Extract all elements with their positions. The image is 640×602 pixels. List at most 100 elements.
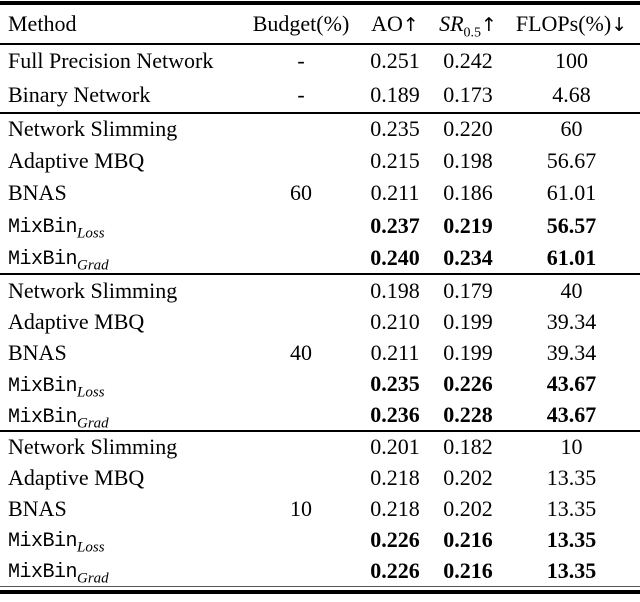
flops-cell: 39.34 — [546, 308, 597, 334]
section-budget-40: Network Slimming 0.198 0.179 40 Adaptive… — [0, 274, 640, 432]
sr-label: SR — [439, 10, 464, 36]
section-reference-networks: Full Precision Network - 0.251 0.242 100… — [0, 44, 640, 113]
sr-cell: 0.199 — [443, 308, 493, 334]
method-cell: Adaptive MBQ — [0, 462, 245, 493]
table-row: BNAS 60 0.211 0.186 61.01 — [0, 177, 640, 209]
flops-cell: 13.35 — [546, 495, 597, 521]
table-row: Adaptive MBQ 0.210 0.199 39.34 — [0, 306, 640, 337]
table-row: Adaptive MBQ 0.215 0.198 56.67 — [0, 145, 640, 177]
sr-cell: 0.220 — [443, 116, 493, 142]
budget-cell: 40 — [290, 339, 312, 365]
table-row: Network Slimming 0.201 0.182 10 — [0, 431, 640, 462]
method-name: MixBin — [8, 405, 78, 429]
budget-cell: - — [297, 48, 305, 74]
method-name: Binary Network — [8, 81, 151, 107]
method-name: BNAS — [8, 180, 67, 206]
flops-cell: 39.34 — [546, 339, 597, 365]
budget-cell — [245, 462, 357, 493]
method-name: MixBin — [8, 248, 78, 272]
ao-cell: 0.226 — [370, 526, 420, 552]
ao-cell: 0.211 — [370, 339, 420, 365]
method-cell: Network Slimming — [0, 113, 245, 145]
table-row: Binary Network - 0.189 0.173 4.68 — [0, 78, 640, 113]
table-row: Network Slimming 0.235 0.220 60 — [0, 113, 640, 145]
flops-cell: 61.01 — [546, 244, 597, 270]
budget-cell — [245, 274, 357, 305]
method-name: Network Slimming — [8, 116, 178, 142]
sr-cell: 0.173 — [443, 81, 493, 107]
table-bottom-rule-thin — [0, 586, 640, 588]
sr-cell: 0.216 — [443, 557, 493, 583]
method-cell: MixBinLoss — [0, 524, 245, 555]
method-cell: BNAS — [0, 337, 245, 368]
sr-cell: 0.198 — [443, 148, 493, 174]
method-cell: Adaptive MBQ — [0, 306, 245, 337]
table-row: Full Precision Network - 0.251 0.242 100 — [0, 44, 640, 79]
method-cell: Full Precision Network — [0, 44, 245, 79]
up-arrow-icon: ↑ — [481, 13, 497, 36]
table-row: MixBinGrad 0.226 0.216 13.35 — [0, 555, 640, 586]
budget-cell: 10 — [290, 495, 312, 521]
budget-cell — [245, 113, 357, 145]
col-header-flops: FLOPs(%)↓ — [503, 5, 640, 44]
ao-cell: 0.198 — [370, 277, 420, 303]
table-top-rule — [0, 1, 640, 5]
col-header-ao: AO↑ — [357, 5, 433, 44]
flops-cell: 4.68 — [552, 81, 591, 107]
flops-cell: 13.35 — [546, 464, 597, 490]
budget-cell — [245, 210, 357, 242]
flops-cell: 10 — [560, 434, 583, 460]
table-row: BNAS 10 0.218 0.202 13.35 — [0, 493, 640, 524]
flops-cell: 56.57 — [546, 212, 597, 238]
method-name: MixBin — [8, 374, 78, 398]
down-arrow-icon: ↓ — [611, 13, 628, 36]
flops-cell: 13.35 — [546, 557, 597, 583]
budget-cell — [245, 524, 357, 555]
up-arrow-icon: ↑ — [402, 13, 419, 36]
method-cell: MixBinLoss — [0, 369, 245, 400]
flops-cell: 43.67 — [546, 402, 597, 428]
sr-cell: 0.186 — [443, 180, 493, 206]
sr-cell: 0.199 — [443, 339, 493, 365]
method-cell: Adaptive MBQ — [0, 145, 245, 177]
budget-cell — [245, 431, 357, 462]
table-row: MixBinGrad 0.236 0.228 43.67 — [0, 400, 640, 431]
method-name: Adaptive MBQ — [8, 464, 145, 490]
sr-subscript: 0.5 — [463, 24, 482, 40]
method-cell: MixBinGrad — [0, 242, 245, 274]
method-name: MixBin — [8, 530, 78, 554]
ao-cell: 0.218 — [370, 495, 420, 521]
sr-cell: 0.226 — [443, 371, 493, 397]
ao-cell: 0.251 — [370, 48, 420, 74]
method-cell: Network Slimming — [0, 431, 245, 462]
sr-cell: 0.216 — [443, 526, 493, 552]
ao-cell: 0.237 — [370, 212, 420, 238]
flops-cell: 43.67 — [546, 371, 597, 397]
table-row: MixBinLoss 0.237 0.219 56.57 — [0, 210, 640, 242]
sr-cell: 0.202 — [443, 464, 493, 490]
ao-cell: 0.210 — [370, 308, 420, 334]
sr-cell: 0.242 — [443, 48, 493, 74]
sr-cell: 0.182 — [443, 434, 493, 460]
budget-cell: - — [297, 81, 305, 107]
flops-cell: 100 — [555, 48, 588, 74]
method-name: Network Slimming — [8, 434, 178, 460]
budget-cell — [245, 306, 357, 337]
ao-cell: 0.240 — [370, 244, 420, 270]
method-name: BNAS — [8, 339, 67, 365]
section-budget-60: Network Slimming 0.235 0.220 60 Adaptive… — [0, 113, 640, 275]
table-header: Method Budget(%) AO↑ SR0.5↑ FLOPs(%)↓ — [0, 5, 640, 44]
ao-cell: 0.226 — [370, 557, 420, 583]
method-cell: MixBinLoss — [0, 210, 245, 242]
flops-cell: 61.01 — [546, 180, 597, 206]
flops-label: FLOPs(%) — [515, 10, 612, 36]
method-subscript: Grad — [77, 415, 109, 432]
method-subscript: Loss — [77, 539, 105, 556]
budget-cell — [245, 369, 357, 400]
section-budget-10: Network Slimming 0.201 0.182 10 Adaptive… — [0, 431, 640, 586]
budget-cell — [245, 145, 357, 177]
method-name: MixBin — [8, 216, 78, 240]
col-header-method: Method — [8, 10, 77, 36]
flops-cell: 60 — [560, 116, 583, 142]
method-cell: Binary Network — [0, 78, 245, 113]
